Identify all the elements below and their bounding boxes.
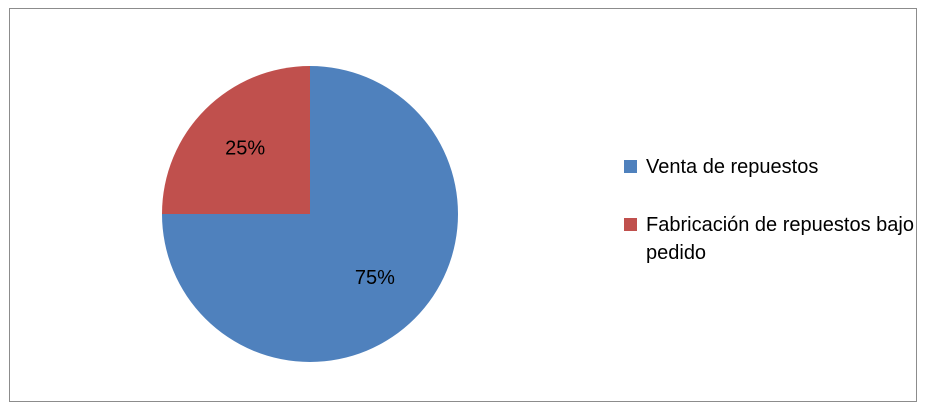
legend: Venta de repuestos Fabricación de repues… bbox=[624, 153, 924, 267]
legend-swatch-venta-de-repuestos bbox=[624, 160, 637, 173]
legend-item-venta-de-repuestos: Venta de repuestos bbox=[624, 153, 924, 181]
legend-item-fabricacion-de-repuestos: Fabricación de repuestos bajo pedido bbox=[624, 211, 924, 267]
chart-frame: 75% 25% Venta de repuestos Fabricación de… bbox=[9, 8, 917, 402]
data-label-venta-de-repuestos: 75% bbox=[355, 267, 395, 289]
legend-label-fabricacion-de-repuestos: Fabricación de repuestos bajo pedido bbox=[646, 214, 914, 264]
pie-slice-fabricacion-de-repuestos-bajo-pedido bbox=[162, 66, 310, 214]
pie-chart: 75% 25% bbox=[162, 66, 458, 362]
legend-label-venta-de-repuestos: Venta de repuestos bbox=[646, 156, 819, 178]
legend-swatch-fabricacion-de-repuestos bbox=[624, 218, 637, 231]
data-label-fabricacion-de-repuestos-bajo-pedido: 25% bbox=[225, 137, 265, 159]
